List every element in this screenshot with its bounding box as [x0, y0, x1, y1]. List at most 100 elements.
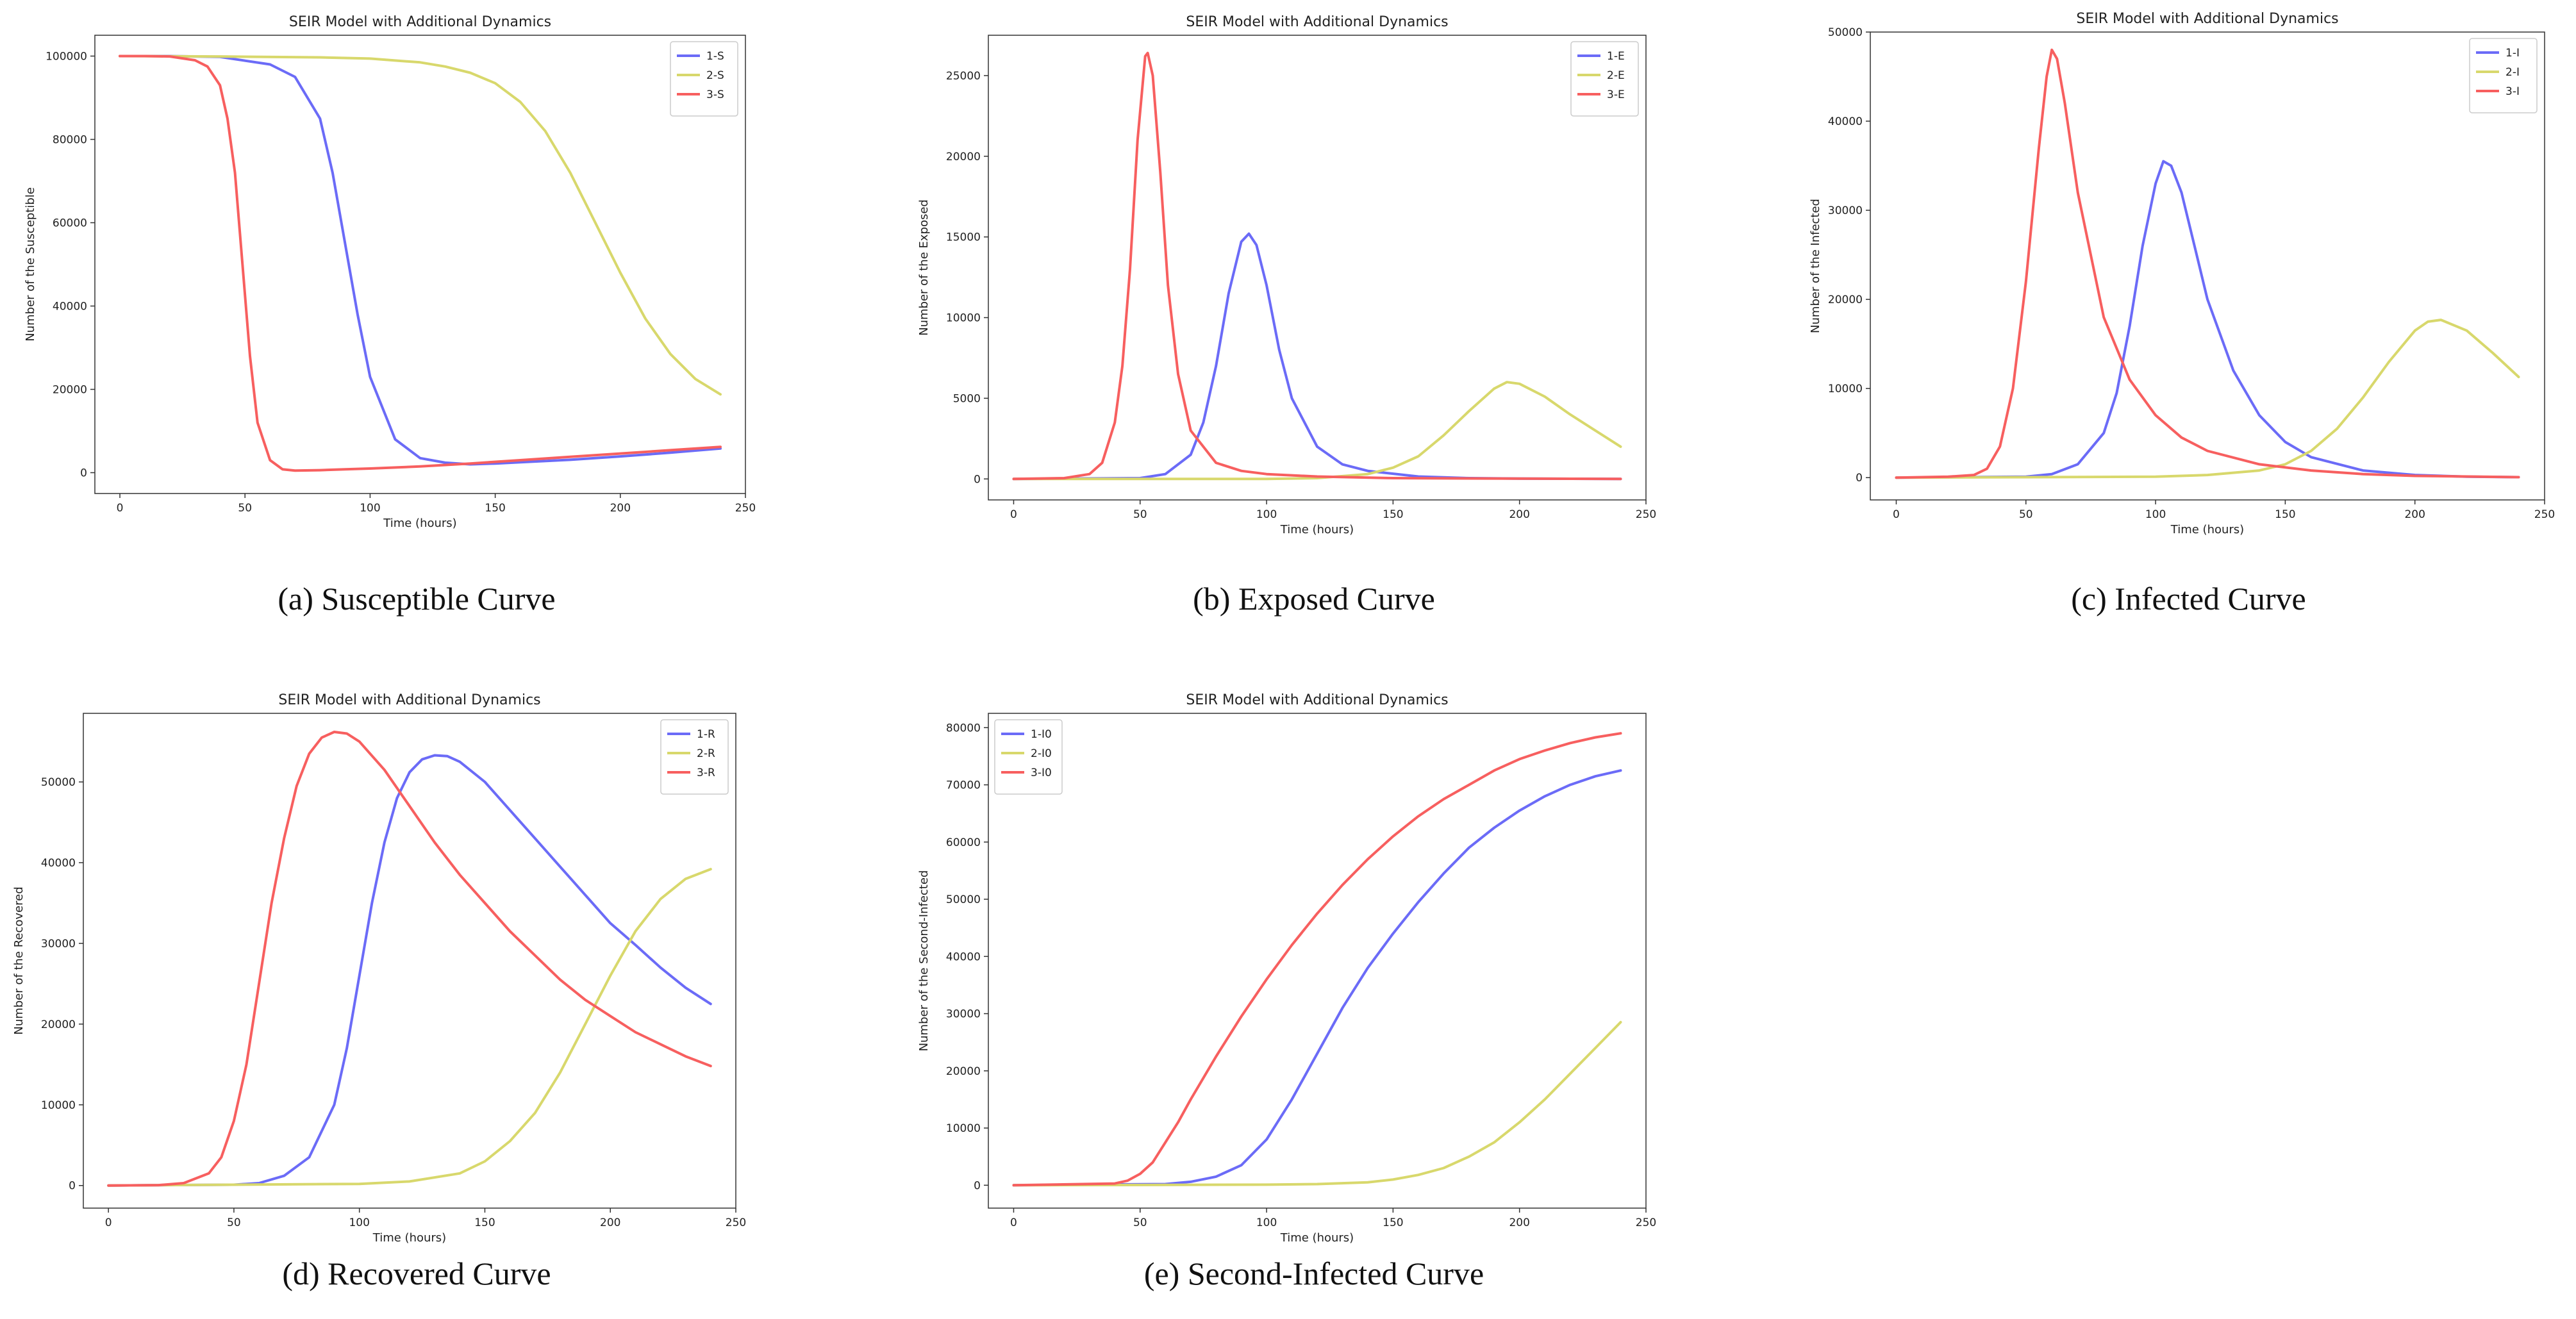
x-tick-label: 250 — [1636, 508, 1656, 521]
y-tick-label: 10000 — [41, 1099, 76, 1112]
legend: 1-R 2-R 3-R — [660, 719, 729, 795]
y-tick-label: 10000 — [946, 1122, 981, 1135]
x-axis-label: Time (hours) — [2170, 523, 2244, 536]
legend-box — [994, 719, 1063, 795]
legend-label-3-I0: 3-I0 — [1031, 767, 1052, 779]
caption-second-infected: (e) Second-Infected Curve — [1143, 1256, 1484, 1291]
series-line-1-R — [107, 754, 712, 1187]
chart-title: SEIR Model with Additional Dynamics — [278, 692, 540, 708]
x-axis-label: Time (hours) — [1280, 523, 1354, 536]
x-tick-label: 50 — [238, 502, 252, 515]
y-tick-label: 20000 — [946, 151, 981, 163]
x-tick-label: 0 — [105, 1216, 112, 1229]
y-tick-label: 100000 — [46, 51, 87, 63]
legend-label-3-I: 3-I — [2505, 85, 2520, 98]
legend-box — [2469, 38, 2538, 113]
plot-frame — [988, 35, 1647, 501]
y-axis-label: Number of the Second-Infected — [917, 870, 931, 1052]
y-axis-label: Number of the Susceptible — [24, 187, 37, 342]
series-line-1-I0 — [1012, 769, 1622, 1187]
legend-label-1-S: 1-S — [706, 50, 724, 63]
x-axis-label: Time (hours) — [1280, 1231, 1354, 1245]
caption-recovered: (d) Recovered Curve — [282, 1256, 551, 1291]
chart-exposed: SEIR Model with Additional Dynamics 0 50 10… — [917, 14, 1656, 536]
x-tick-label: 250 — [1636, 1216, 1656, 1229]
legend-label-3-S: 3-S — [706, 88, 724, 101]
y-tick-label: 20000 — [1828, 294, 1863, 306]
x-tick-label: 100 — [2145, 508, 2166, 521]
chart-title: SEIR Model with Additional Dynamics — [2076, 11, 2338, 27]
y-tick-label: 15000 — [946, 231, 981, 244]
chart-panel-susceptible: SEIR Model with Additional Dynamics 0 50 10… — [0, 0, 833, 654]
chart-susceptible: SEIR Model with Additional Dynamics 0 50 10… — [24, 14, 756, 530]
y-axis-label: Number of the Infected — [1809, 199, 1822, 333]
caption-exposed: (b) Exposed Curve — [1193, 581, 1435, 617]
series-line-3-R — [107, 731, 712, 1187]
caption-infected: (c) Infected Curve — [2071, 581, 2306, 617]
series-line-2-I0 — [1012, 1020, 1622, 1187]
y-tick-label: 40000 — [53, 301, 87, 313]
chart-panel-exposed: SEIR Model with Additional Dynamics 0 50 10… — [897, 0, 1731, 654]
chart-panel-second-infected: SEIR Model with Additional Dynamics 0 50 10… — [897, 676, 1731, 1317]
plot-frame — [1870, 31, 2545, 501]
y-tick-label: 0 — [80, 467, 87, 480]
series-line-1-I — [1895, 160, 2520, 479]
y-tick-label: 80000 — [53, 134, 87, 147]
series-line-2-E — [1012, 381, 1622, 481]
y-tick-label: 0 — [1856, 472, 1863, 485]
y-tick-label: 60000 — [53, 217, 87, 230]
y-tick-label: 50000 — [41, 776, 76, 789]
x-tick-label: 50 — [227, 1216, 241, 1229]
x-tick-label: 0 — [1893, 508, 1900, 521]
x-axis-label: Time (hours) — [383, 517, 456, 530]
y-tick-label: 40000 — [41, 857, 76, 870]
x-tick-label: 150 — [1383, 1216, 1403, 1229]
chart-title: SEIR Model with Additional Dynamics — [1186, 692, 1448, 708]
series-line-3-I0 — [1012, 732, 1622, 1187]
series-line-2-S — [119, 54, 722, 396]
x-tick-label: 200 — [2404, 508, 2425, 521]
y-tick-label: 60000 — [946, 836, 981, 849]
x-tick-label: 200 — [1509, 1216, 1529, 1229]
y-tick-label: 10000 — [946, 312, 981, 325]
x-tick-label: 0 — [1010, 508, 1017, 521]
plot-frame — [83, 713, 736, 1209]
series-line-3-I — [1895, 48, 2520, 479]
legend-box — [660, 719, 729, 795]
legend: 1-I 2-I 3-I — [2469, 38, 2538, 113]
y-tick-label: 30000 — [946, 1008, 981, 1021]
legend-label-1-R: 1-R — [697, 728, 715, 741]
y-tick-label: 25000 — [946, 70, 981, 83]
x-tick-label: 150 — [1383, 508, 1403, 521]
legend-label-2-I0: 2-I0 — [1031, 747, 1052, 760]
legend-label-2-I: 2-I — [2505, 66, 2520, 79]
y-tick-label: 40000 — [946, 950, 981, 963]
legend-label-2-R: 2-R — [697, 747, 715, 760]
x-tick-label: 200 — [1509, 508, 1529, 521]
series-line-3-S — [119, 54, 722, 472]
series-line-3-E — [1012, 51, 1622, 481]
plot-frame — [988, 713, 1647, 1209]
y-tick-label: 50000 — [946, 893, 981, 906]
series-line-1-E — [1012, 232, 1622, 481]
y-tick-label: 10000 — [1828, 383, 1863, 395]
legend-label-3-E: 3-E — [1607, 88, 1625, 101]
x-tick-label: 100 — [360, 502, 380, 515]
legend-label-3-R: 3-R — [697, 767, 715, 779]
legend-box — [1570, 41, 1639, 117]
y-tick-label: 20000 — [946, 1065, 981, 1078]
legend-label-2-E: 2-E — [1607, 69, 1625, 82]
chart-infected: SEIR Model with Additional Dynamics 0 50 10… — [1809, 11, 2555, 536]
y-tick-label: 5000 — [953, 392, 981, 405]
x-tick-label: 150 — [474, 1216, 495, 1229]
y-tick-label: 50000 — [1828, 26, 1863, 39]
series-line-2-I — [1895, 319, 2520, 479]
x-tick-label: 250 — [726, 1216, 746, 1229]
y-axis-label: Number of the Exposed — [917, 199, 931, 336]
series-line-2-R — [107, 868, 712, 1187]
chart-title: SEIR Model with Additional Dynamics — [289, 14, 551, 30]
chart-title: SEIR Model with Additional Dynamics — [1186, 14, 1448, 30]
x-tick-label: 200 — [610, 502, 631, 515]
y-tick-label: 0 — [974, 473, 981, 486]
x-tick-label: 0 — [117, 502, 124, 515]
